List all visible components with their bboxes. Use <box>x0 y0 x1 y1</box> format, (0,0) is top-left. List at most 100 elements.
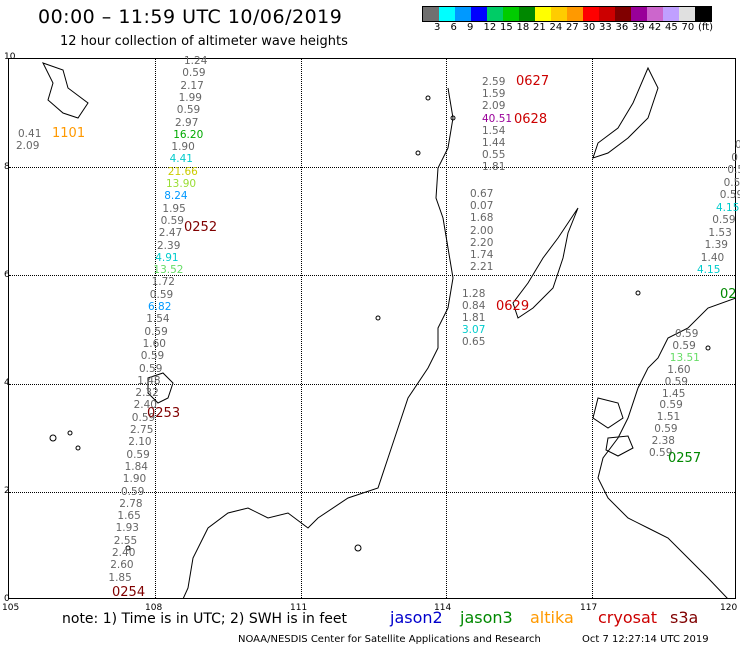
wave-height-value: 4.15 <box>716 201 740 214</box>
wave-height-value: 0.07 <box>470 200 494 213</box>
color-scale-label: 36 <box>615 22 629 33</box>
color-scale-label: 18 <box>516 22 530 33</box>
wave-height-value: 2.20 <box>470 236 494 249</box>
wave-height-value: 1.81 <box>462 312 486 324</box>
pass-time-label: 0252 <box>184 220 218 235</box>
wave-height-value: 0.59 <box>723 176 740 189</box>
wave-height-value: 0 <box>735 139 740 151</box>
satellite-legend-item: jason3 <box>460 608 513 627</box>
color-scale-label: 6 <box>450 22 457 33</box>
wave-height-value: 1.74 <box>470 249 494 261</box>
wave-height-value: 2.17 <box>180 79 204 92</box>
wave-height-value: 2.60 <box>110 559 134 572</box>
color-scale-label: 45 <box>665 22 678 33</box>
color-scale-cell <box>455 7 471 21</box>
wave-height-value: 0.59 <box>149 288 174 301</box>
wave-height-value: 1.99 <box>178 91 202 104</box>
wave-height-value: 1.24 <box>184 55 208 67</box>
color-scale-cell <box>647 7 663 21</box>
wave-height-value: 1.93 <box>115 522 139 535</box>
wave-height-value: 0.59 <box>140 350 165 363</box>
color-scale-cell <box>583 7 599 21</box>
map-frame <box>8 58 736 599</box>
wave-height-value: 1.40 <box>700 251 725 264</box>
color-scale-cell <box>423 7 439 21</box>
color-scale-label: 24 <box>549 22 563 33</box>
wave-height-value: 2.10 <box>128 436 152 449</box>
wave-height-value: 2.40 <box>133 399 157 412</box>
color-scale-bar <box>422 6 712 22</box>
color-scale-cell <box>487 7 503 21</box>
wave-height-value: 1.90 <box>122 473 147 486</box>
x-tick-label: 120 <box>720 603 738 613</box>
pass-time-label: 0253 <box>147 406 181 421</box>
wave-height-value: 0.55 <box>482 149 506 162</box>
pass-time-label: 0629 <box>496 299 530 314</box>
y-tick-label: 2 <box>4 486 10 496</box>
coastline-map <box>42 62 736 599</box>
page-title: 00:00 – 11:59 UTC 10/06/2019 <box>38 6 343 28</box>
pass-time-label: 02 <box>720 287 737 302</box>
wave-height-value: 1.59 <box>482 88 506 101</box>
y-tick-label: 10 <box>4 52 16 62</box>
color-scale-label: 42 <box>648 22 662 33</box>
wave-height-value: 1.60 <box>667 363 691 376</box>
wave-height-value: 1.68 <box>470 212 494 225</box>
color-scale-label: 15 <box>500 22 513 33</box>
color-scale-cell <box>551 7 567 21</box>
wave-height-value: 0 <box>731 151 738 164</box>
wave-height-value: 3.07 <box>462 324 486 336</box>
wave-height-value: 1.28 <box>462 288 486 300</box>
wave-height-value: 40.51 <box>482 112 513 125</box>
wave-height-value: 1.48 <box>137 374 161 387</box>
wave-height-value: 0.84 <box>462 300 486 312</box>
wave-height-value: 13.90 <box>166 178 197 190</box>
wave-height-value: 2.09 <box>16 140 40 152</box>
pass-time-label: 0257 <box>668 451 702 466</box>
satellite-legend-item: jason2 <box>390 608 443 627</box>
satellite-legend-item: s3a <box>670 608 699 627</box>
wave-height-value: 13.52 <box>153 264 184 277</box>
wave-height-value: 21.66 <box>167 165 198 178</box>
grid-line-horizontal <box>9 275 735 276</box>
color-scale-label: 70 <box>681 22 695 33</box>
page-subtitle: 12 hour collection of altimeter wave hei… <box>60 34 348 49</box>
wave-height-value: 0.59 <box>719 189 740 201</box>
wave-height-value: 2.75 <box>130 424 154 436</box>
pass-time-label: 0254 <box>112 585 146 600</box>
wave-height-value: 0.67 <box>470 188 494 200</box>
grid-line-vertical <box>301 59 302 598</box>
wave-height-value: 0.59 <box>672 339 696 352</box>
grid-line-horizontal <box>9 492 735 493</box>
wave-height-value: 2.32 <box>135 387 159 400</box>
wave-height-value: 1.54 <box>482 124 506 137</box>
wave-height-value: 1.65 <box>117 510 141 523</box>
note-text: note: 1) Time is in UTC; 2) SWH is in fe… <box>62 611 348 627</box>
wave-height-value: 1.54 <box>146 313 170 326</box>
wave-height-value: 1.44 <box>482 137 506 149</box>
wave-height-value: 0.59 <box>654 423 678 436</box>
color-scale-label: 30 <box>582 22 596 33</box>
pass-time-label: 1101 <box>52 126 86 141</box>
satellite-legend-item: altika <box>530 608 574 627</box>
wave-height-value: 2.09 <box>482 100 506 113</box>
y-tick-label: 8 <box>4 162 10 172</box>
wave-height-value: 0.59 <box>182 67 206 80</box>
wave-height-value: 1.85 <box>108 571 132 584</box>
wave-height-value: 2.78 <box>119 497 143 510</box>
wave-height-value: 4.91 <box>155 251 179 264</box>
grid-line-vertical <box>155 59 156 598</box>
wave-height-value: 1.81 <box>482 161 506 174</box>
wave-height-value: 0.65 <box>462 336 486 348</box>
wave-height-value: 2.47 <box>158 227 183 240</box>
wave-height-value: 16.20 <box>173 128 204 141</box>
wave-height-value: 2.00 <box>470 224 494 237</box>
y-tick-label: 0 <box>4 594 10 604</box>
wave-height-value: 1.72 <box>151 276 175 289</box>
wave-height-value: 0.59 <box>649 447 673 459</box>
color-scale-label: 21 <box>533 22 546 33</box>
grid-line-horizontal <box>9 384 735 385</box>
grid-line-horizontal <box>9 167 735 168</box>
wave-height-value: 2.97 <box>175 116 199 129</box>
color-scale-cell <box>615 7 631 21</box>
